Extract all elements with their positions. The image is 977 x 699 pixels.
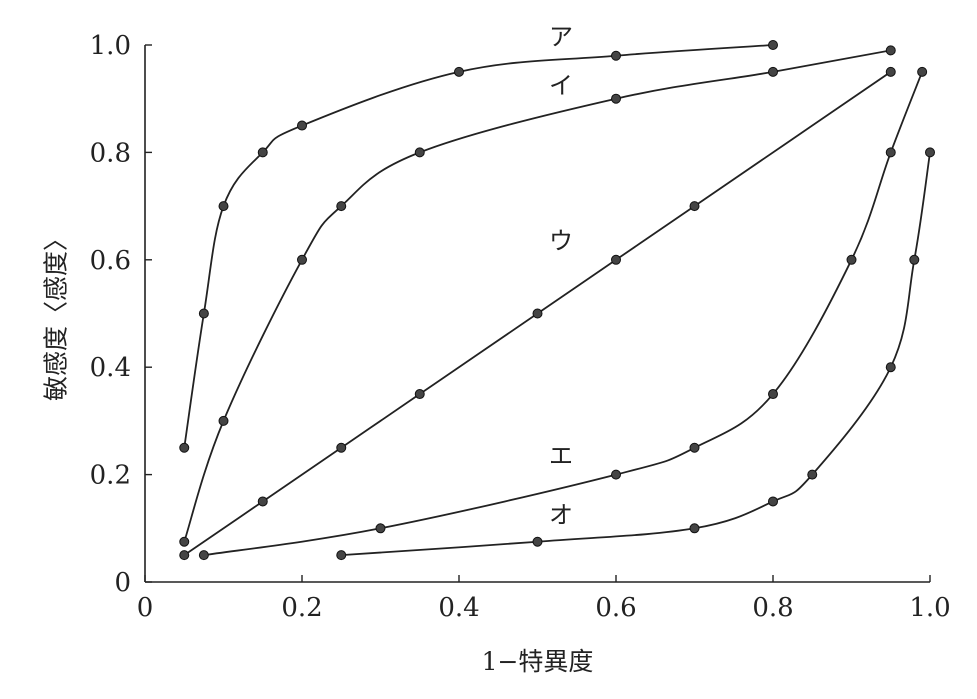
- series-5: [336, 147, 935, 561]
- data-point: [917, 66, 928, 77]
- data-point: [768, 40, 778, 50]
- data-point: [846, 254, 857, 265]
- y-tick-label: 0.4: [90, 353, 131, 383]
- data-point: [297, 120, 307, 131]
- data-point: [885, 66, 896, 77]
- data-point: [807, 469, 818, 480]
- data-point: [768, 389, 778, 400]
- axes: 0 0.2 0.4 0.6 0.8 1.0 0 0.2 0.4 0.6 0.8 1.0: [90, 31, 951, 623]
- data-point: [218, 415, 229, 426]
- y-tick-label: 0: [114, 568, 131, 598]
- series-label: オ: [549, 501, 573, 529]
- data-point: [414, 147, 425, 158]
- data-point: [179, 536, 190, 547]
- data-point: [689, 442, 700, 453]
- data-point: [885, 362, 896, 373]
- data-point: [198, 308, 209, 319]
- data-point: [689, 201, 700, 212]
- data-point: [611, 50, 621, 61]
- x-tick-label: 0.8: [752, 593, 793, 623]
- data-point: [611, 254, 621, 265]
- data-point: [218, 201, 229, 212]
- series-3: [179, 66, 896, 561]
- series-line: [203, 71, 923, 557]
- y-axis-title: 敏感度〈感度〉: [42, 226, 71, 401]
- data-point: [768, 496, 778, 507]
- series-label: ウ: [549, 227, 573, 255]
- data-point: [909, 254, 920, 265]
- y-tick-label: 0.8: [90, 138, 131, 168]
- data-point: [336, 201, 347, 212]
- series-2: [179, 45, 896, 547]
- data-point: [611, 469, 621, 480]
- x-tick-label: 1.0: [909, 593, 950, 623]
- data-point: [375, 523, 386, 534]
- series-line: [341, 152, 931, 557]
- y-tick-label: 0.2: [90, 461, 131, 491]
- data-point: [179, 442, 190, 453]
- series-line: [183, 49, 891, 543]
- y-tick-label: 1.0: [90, 31, 131, 61]
- data-point: [198, 550, 209, 561]
- series-group: [179, 40, 935, 561]
- series-line: [183, 44, 774, 448]
- series-1: [179, 40, 778, 453]
- x-tick-label: 0.2: [281, 593, 322, 623]
- x-tick-label: 0.6: [595, 593, 636, 623]
- series-line: [183, 71, 892, 556]
- series-label: ア: [549, 23, 573, 51]
- data-point: [885, 147, 896, 158]
- x-axis-title: 1−特異度: [482, 647, 594, 676]
- data-point: [179, 550, 190, 561]
- data-point: [532, 536, 543, 547]
- data-point: [336, 550, 347, 561]
- data-point: [336, 442, 347, 453]
- data-point: [768, 66, 778, 77]
- data-point: [532, 308, 543, 319]
- series-4: [198, 66, 928, 561]
- series-label: イ: [549, 71, 573, 99]
- data-point: [885, 45, 896, 56]
- series-label: エ: [549, 442, 573, 470]
- x-tick-label: 0: [137, 593, 154, 623]
- x-tick-label: 0.4: [438, 593, 479, 623]
- data-point: [689, 523, 700, 534]
- data-point: [925, 147, 935, 158]
- data-point: [414, 389, 425, 400]
- data-point: [297, 254, 307, 265]
- data-point: [257, 147, 268, 158]
- data-point: [454, 66, 464, 77]
- y-tick-label: 0.6: [90, 246, 131, 276]
- data-point: [257, 496, 268, 507]
- data-point: [611, 93, 621, 104]
